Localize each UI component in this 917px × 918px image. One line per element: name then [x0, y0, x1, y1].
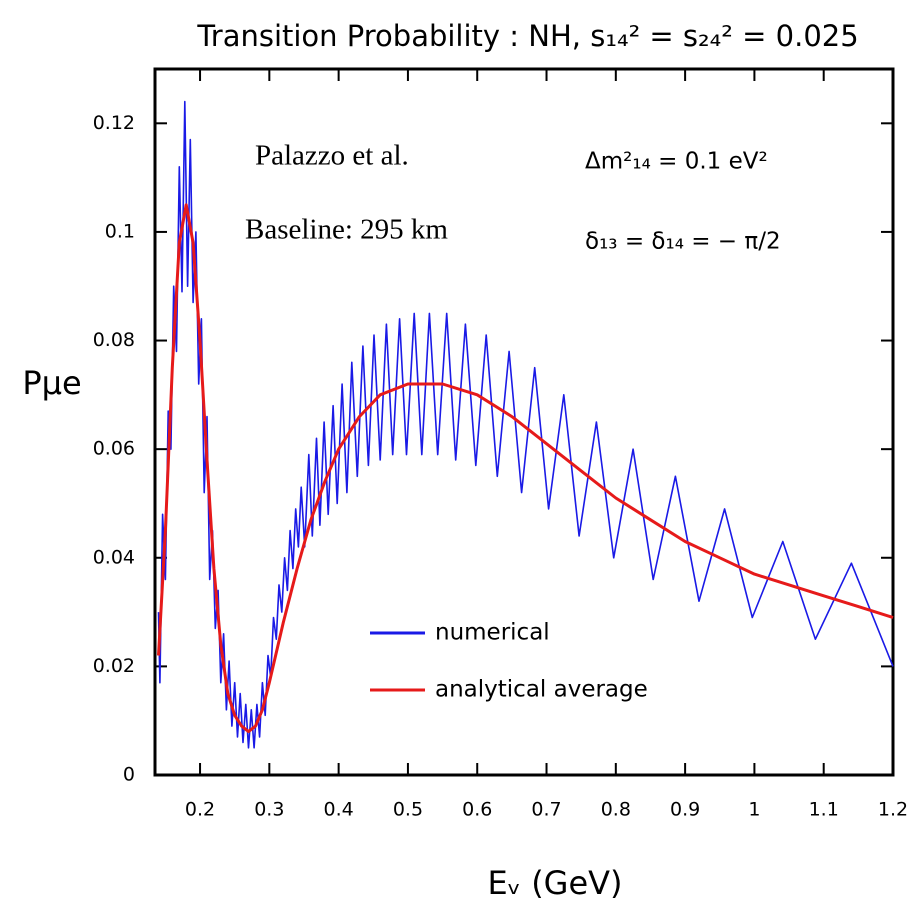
x-tick-label: 0.2 [185, 799, 215, 821]
y-tick-label: 0.08 [93, 329, 135, 351]
x-tick-label: 0.8 [601, 799, 631, 821]
y-axis-label: Pμe [22, 364, 81, 402]
data-line [157, 100, 894, 749]
plot-frame [153, 67, 895, 777]
annotation: δ₁₃ = δ₁₄ = − π/2 [585, 229, 781, 255]
legend-label: numerical [435, 620, 550, 646]
y-tick-label: 0.02 [93, 655, 135, 677]
annotation: Δm²₁₄ = 0.1 eV² [585, 149, 768, 175]
annotation: Palazzo et al. [255, 140, 409, 172]
x-tick-label: 0.7 [531, 799, 561, 821]
legend-label: analytical average [435, 677, 648, 703]
data-line [157, 203, 894, 734]
x-tick-label: 1 [748, 799, 760, 821]
x-tick-label: 0.4 [324, 799, 354, 821]
chart-title: Transition Probability : NH, s₁₄² = s₂₄²… [196, 19, 858, 53]
x-tick-label: 0.3 [254, 799, 284, 821]
y-tick-label: 0.1 [105, 220, 135, 242]
annotation: Baseline: 295 km [245, 214, 448, 246]
y-tick-label: 0 [123, 764, 135, 786]
x-tick-label: 1.2 [878, 799, 908, 821]
y-tick-label: 0.12 [93, 112, 135, 134]
y-tick-label: 0.04 [93, 546, 135, 568]
y-tick-label: 0.06 [93, 438, 135, 460]
x-tick-label: 0.9 [670, 799, 700, 821]
x-tick-label: 0.5 [393, 799, 423, 821]
x-tick-label: 1.1 [809, 799, 839, 821]
x-axis-label: Eᵥ (GeV) [487, 864, 622, 902]
x-tick-label: 0.6 [462, 799, 492, 821]
